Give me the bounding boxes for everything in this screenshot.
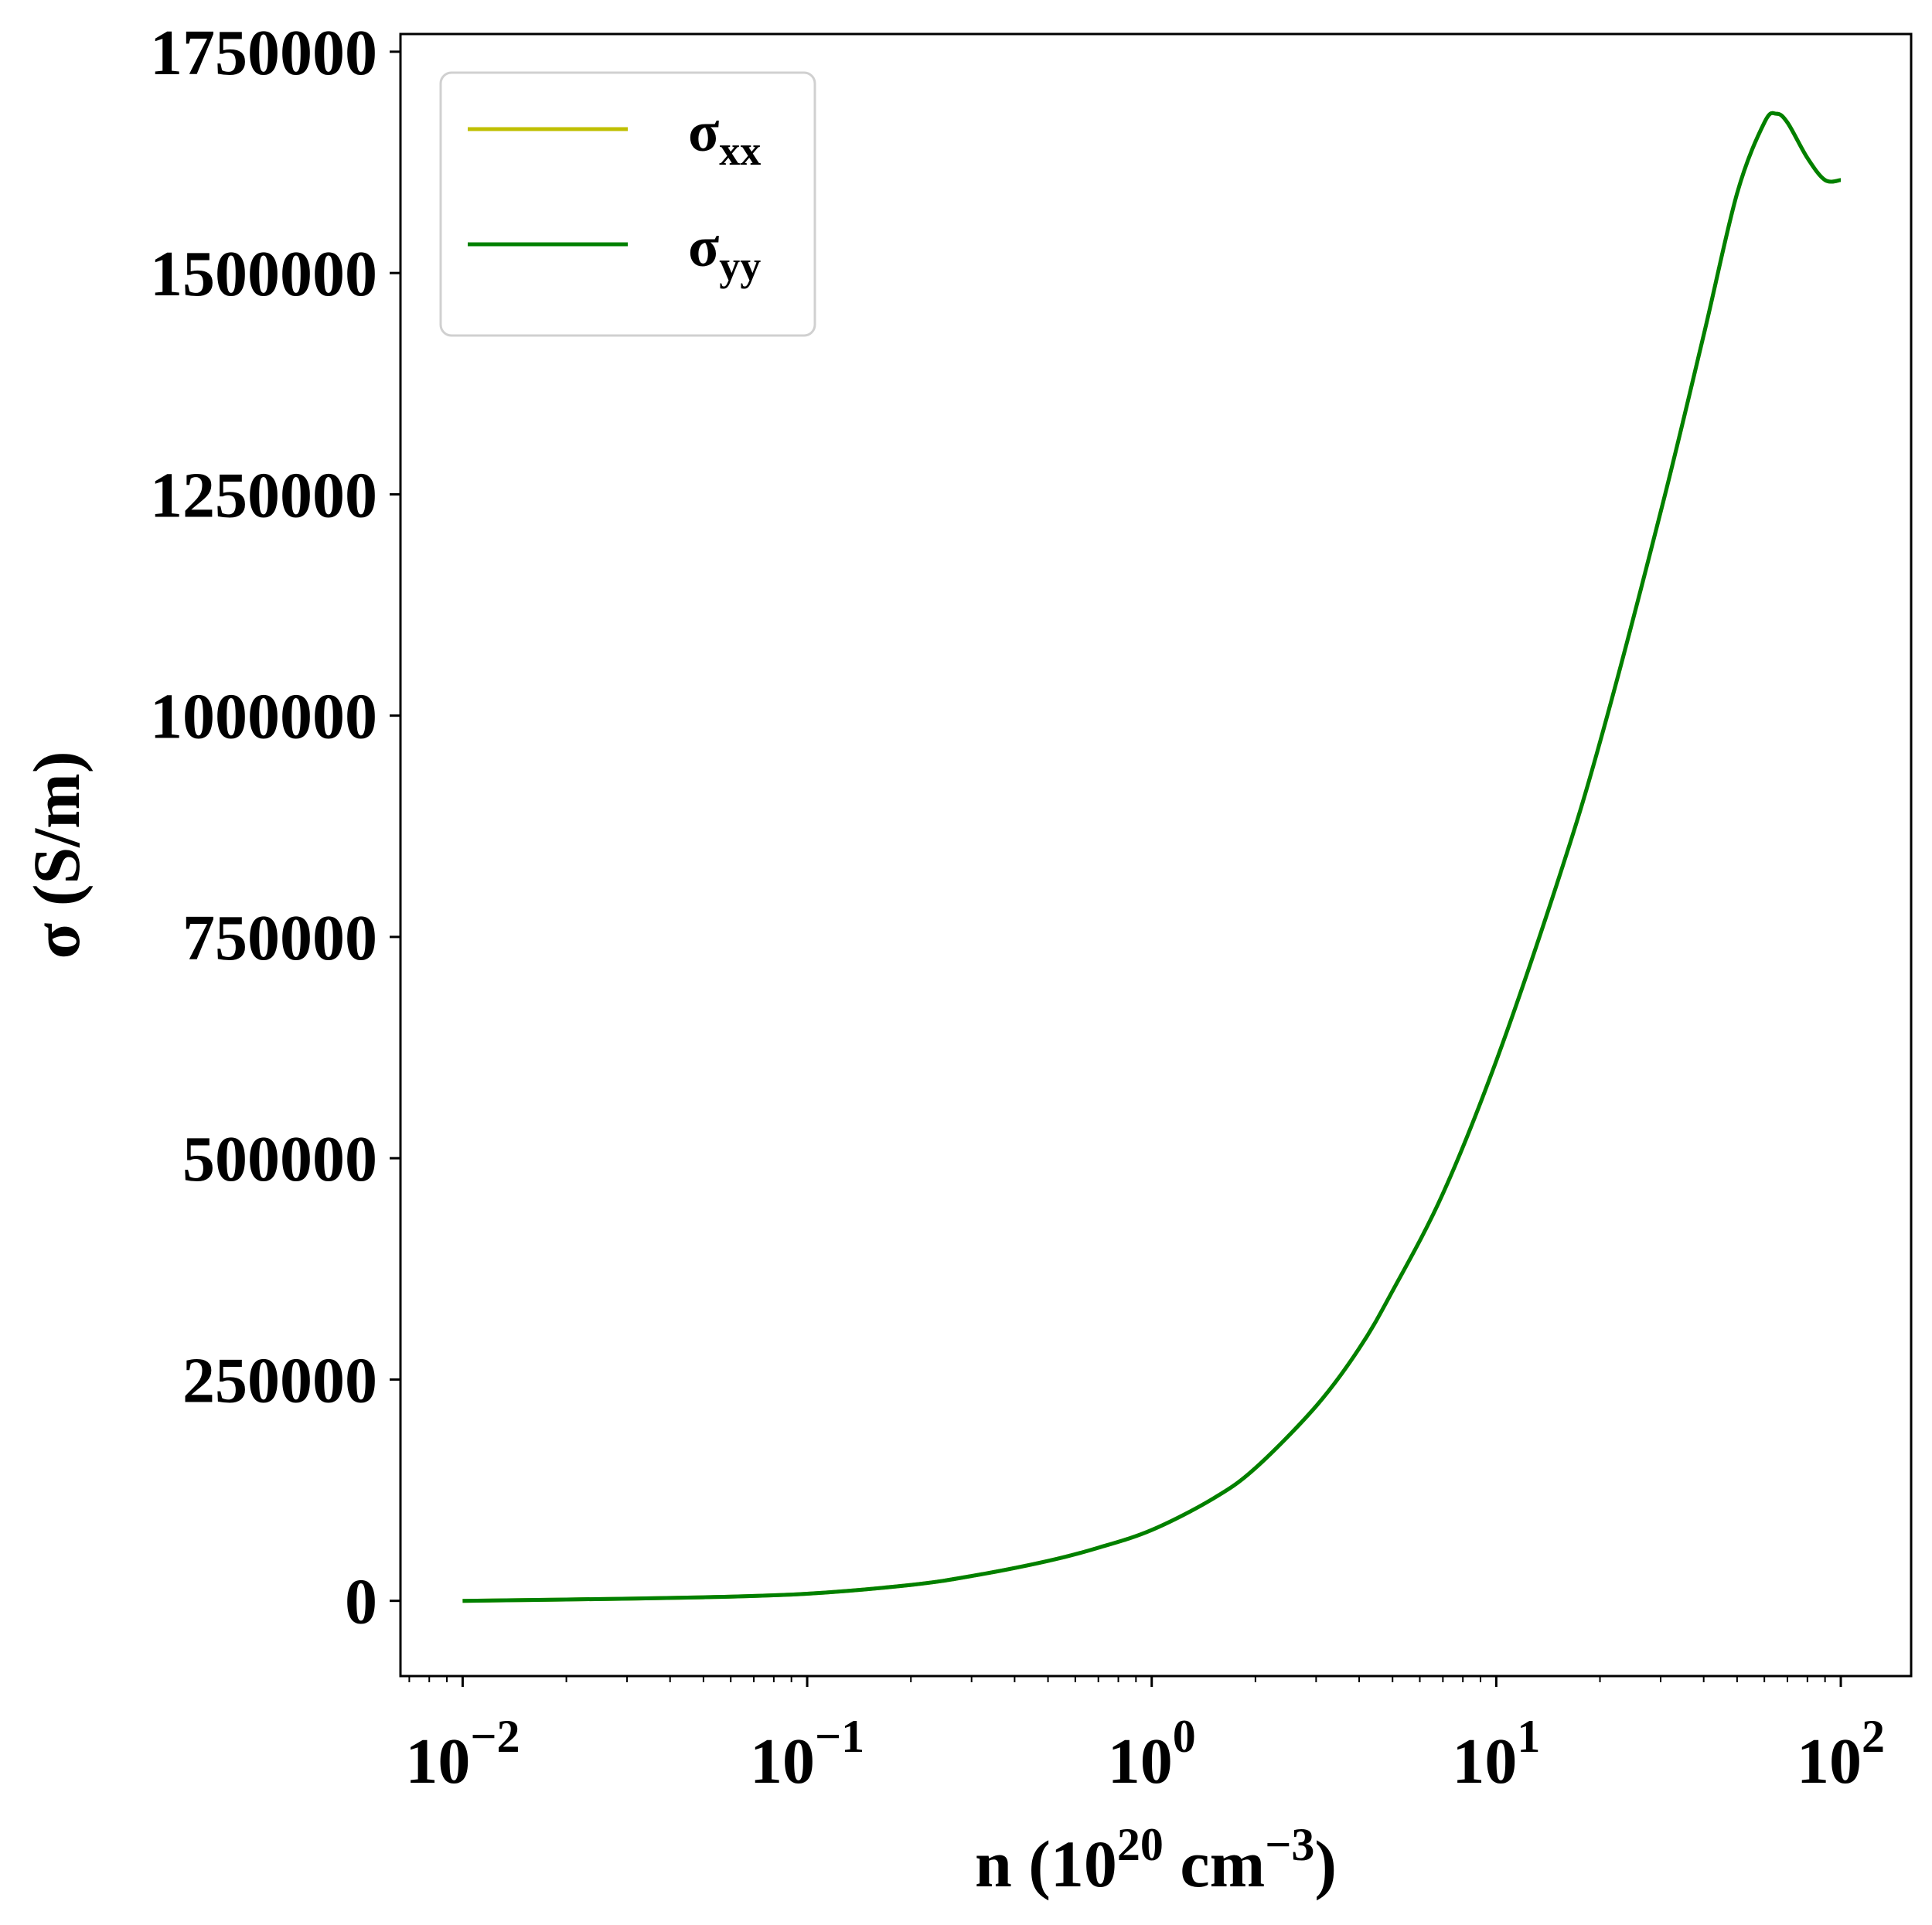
legend-box: [439, 71, 816, 337]
y-tick-label: 1000000: [150, 681, 377, 753]
x-axis: 10−2 10−1 100 101 102: [405, 1676, 1885, 1797]
y-tick-label: 1750000: [150, 17, 377, 89]
y-axis-title: σ (S/m): [19, 751, 94, 959]
y-axis: 0 250000 500000 750000 1000000 1250000 1500000…: [150, 17, 400, 1638]
y-tick-label: 500000: [182, 1123, 377, 1195]
x-tick-label: 10−1: [750, 1711, 864, 1797]
x-tick-label: 100: [1108, 1711, 1196, 1797]
y-tick-label: 1500000: [150, 238, 377, 310]
legend: σxx σyy: [439, 71, 816, 337]
x-tick-label: 102: [1797, 1711, 1885, 1797]
series-line-yy: [462, 111, 1842, 1603]
series-layer: [462, 111, 1842, 1603]
y-tick-label: 0: [345, 1566, 377, 1638]
y-tick-label: 1250000: [150, 459, 377, 531]
x-axis-title: n (1020 cm−3): [975, 1819, 1337, 1901]
x-tick-label: 101: [1452, 1711, 1540, 1797]
y-tick-label: 750000: [182, 902, 377, 974]
legend-label-sigma-yy: σyy: [688, 216, 761, 289]
legend-label-sigma-xx: σxx: [688, 101, 761, 174]
x-tick-label: 10−2: [405, 1711, 520, 1797]
y-tick-label: 250000: [182, 1344, 377, 1416]
plot-frame: [399, 32, 1913, 1678]
